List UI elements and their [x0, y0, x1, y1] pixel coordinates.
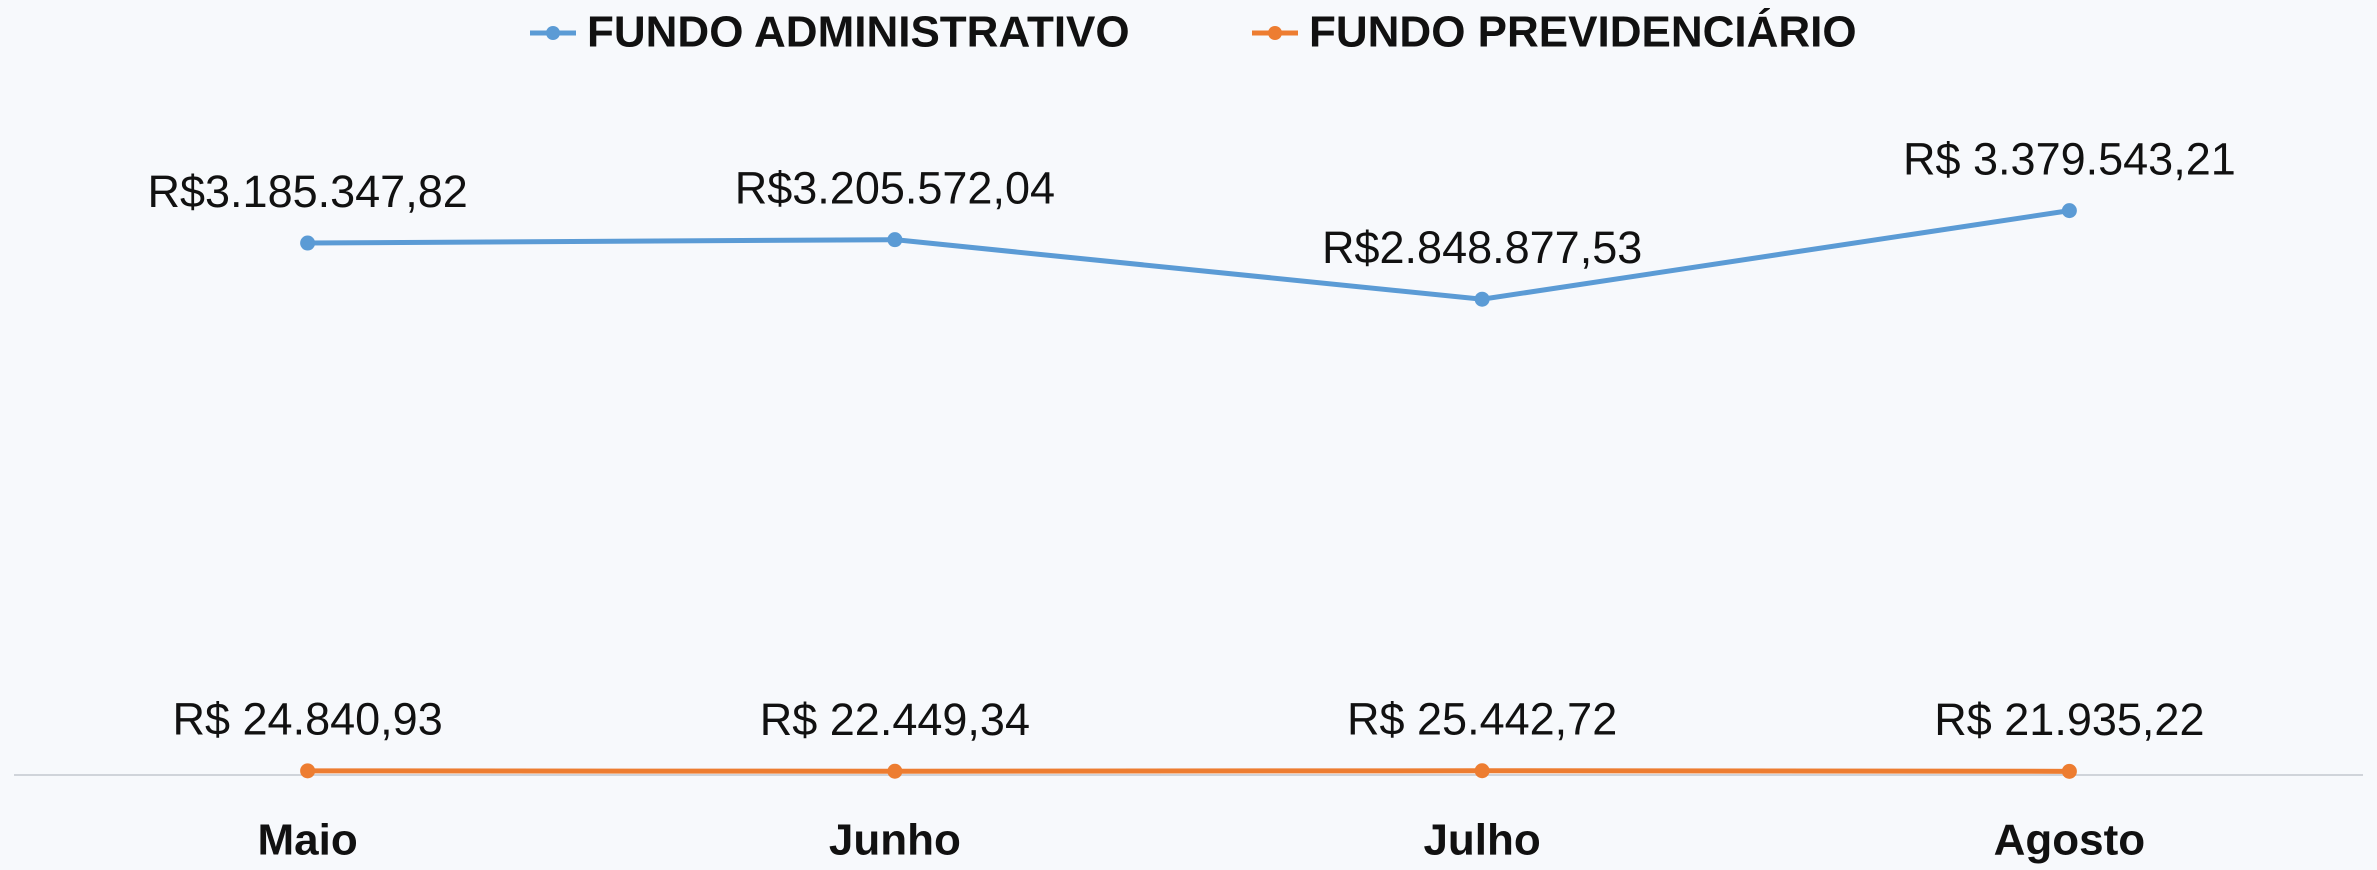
data-label: R$2.848.877,53 [1322, 222, 1642, 273]
legend-marker [546, 26, 560, 40]
point [887, 763, 903, 779]
x-tick-label: Maio [258, 816, 358, 865]
point [2061, 203, 2077, 219]
point [1474, 763, 1490, 779]
legend-label: FUNDO PREVIDENCIÁRIO [1309, 7, 1857, 57]
point [1474, 291, 1490, 307]
x-tick-label: Junho [829, 816, 961, 865]
point [300, 235, 316, 251]
point [887, 232, 903, 248]
data-label: R$ 22.449,34 [760, 694, 1030, 745]
data-label: R$3.185.347,82 [147, 166, 467, 217]
x-tick-label: Agosto [1994, 816, 2146, 865]
data-label: R$ 25.442,72 [1347, 694, 1617, 745]
data-label: R$3.205.572,04 [735, 163, 1055, 214]
x-tick-label: Julho [1423, 816, 1540, 865]
legend-marker [1268, 26, 1282, 40]
point [300, 763, 316, 779]
data-label: R$ 21.935,22 [1934, 694, 2204, 745]
data-label: R$ 3.379.543,21 [1903, 134, 2236, 185]
legend-label: FUNDO ADMINISTRATIVO [587, 8, 1130, 57]
series-line [307, 208, 2070, 302]
data-label: R$ 24.840,93 [173, 694, 443, 745]
series-line [307, 768, 2070, 774]
point [2061, 763, 2077, 779]
